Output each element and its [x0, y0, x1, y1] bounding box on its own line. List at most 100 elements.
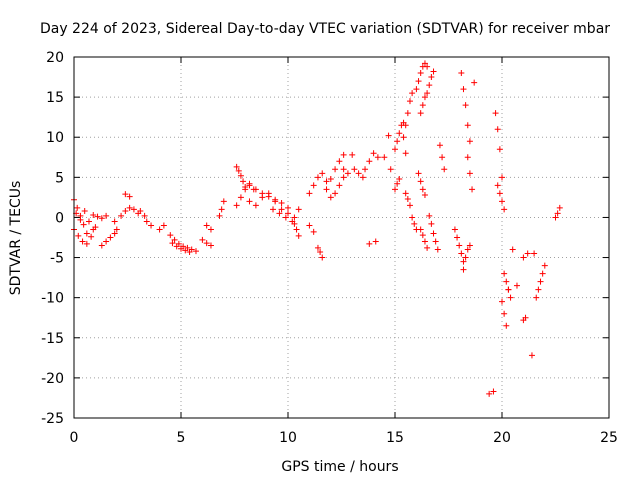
- data-point: [310, 228, 317, 235]
- y-tick-label: 5: [55, 170, 64, 186]
- data-point: [111, 230, 118, 237]
- data-point: [436, 142, 443, 149]
- data-point: [451, 226, 458, 233]
- data-point: [160, 222, 167, 229]
- series-arc-30: [394, 175, 403, 187]
- data-point: [192, 248, 199, 255]
- data-point: [332, 190, 339, 197]
- series-arc-53: [533, 262, 548, 301]
- data-point: [421, 191, 428, 198]
- data-point: [428, 220, 435, 227]
- data-point: [113, 226, 120, 233]
- data-point: [141, 212, 148, 219]
- data-point: [306, 190, 313, 197]
- series-arc-41: [458, 70, 473, 145]
- data-point: [496, 146, 503, 153]
- data-point: [505, 286, 512, 293]
- series-arc-19: [314, 244, 326, 261]
- series-arc-32: [402, 190, 413, 209]
- data-point: [494, 182, 501, 189]
- data-point: [81, 208, 88, 215]
- data-point: [417, 110, 424, 117]
- data-point: [458, 250, 465, 257]
- data-point: [74, 204, 81, 211]
- data-point: [381, 154, 388, 161]
- data-point: [295, 206, 302, 213]
- data-point: [118, 212, 125, 219]
- data-point: [182, 247, 189, 254]
- data-point: [486, 390, 493, 397]
- data-point: [126, 204, 133, 211]
- data-point: [460, 86, 467, 93]
- data-point: [270, 206, 277, 213]
- x-tick-label: 0: [70, 430, 79, 446]
- data-point: [278, 200, 285, 207]
- x-tick-label: 5: [177, 430, 186, 446]
- data-point: [513, 282, 520, 289]
- data-point: [323, 178, 330, 185]
- data-point: [276, 210, 283, 217]
- series-arc-01: [90, 212, 110, 222]
- data-point: [233, 163, 240, 170]
- data-point: [374, 154, 381, 161]
- data-point: [242, 186, 249, 193]
- data-point: [103, 238, 110, 245]
- data-point: [537, 278, 544, 285]
- data-point: [501, 206, 508, 213]
- data-point: [372, 238, 379, 245]
- plot-frame: [73, 56, 610, 419]
- data-point: [98, 242, 105, 249]
- series-arc-39: [436, 142, 448, 173]
- series-arc-11: [216, 198, 227, 219]
- series-arc-20: [306, 170, 330, 197]
- data-point: [291, 214, 298, 221]
- data-point: [272, 198, 279, 205]
- data-point: [83, 230, 90, 237]
- data-point: [466, 242, 473, 249]
- data-point: [466, 138, 473, 145]
- data-point: [90, 226, 97, 233]
- y-tick-label: -20: [41, 371, 64, 387]
- data-point: [556, 204, 563, 211]
- data-point: [295, 232, 302, 239]
- data-point: [492, 110, 499, 117]
- chart-title: Day 224 of 2023, Sidereal Day-to-day VTE…: [40, 21, 610, 37]
- data-point: [454, 234, 461, 241]
- data-point: [259, 194, 266, 201]
- series-arc-40: [451, 226, 467, 265]
- data-point: [314, 174, 321, 181]
- y-tick-label: -5: [50, 251, 64, 267]
- data-point: [417, 70, 424, 77]
- data-point: [404, 110, 411, 117]
- data-point: [85, 218, 92, 225]
- series-arc-24: [351, 166, 366, 181]
- data-point: [246, 198, 253, 205]
- data-point: [216, 212, 223, 219]
- data-point: [351, 166, 358, 173]
- series-arc-18: [306, 222, 317, 235]
- data-point: [419, 102, 426, 109]
- data-point: [503, 322, 510, 329]
- series-arc-34: [413, 60, 431, 93]
- data-point: [464, 154, 471, 161]
- series-arc-28: [387, 166, 398, 193]
- data-point: [460, 258, 467, 265]
- data-point: [385, 132, 392, 139]
- series-arc-08: [169, 240, 193, 255]
- data-point: [323, 186, 330, 193]
- data-point: [126, 193, 133, 200]
- data-point: [417, 178, 424, 185]
- y-tick-label: -25: [41, 411, 64, 427]
- series-arc-43: [464, 79, 478, 193]
- data-point: [499, 198, 505, 205]
- data-point: [203, 222, 210, 229]
- series-arc-46: [494, 182, 508, 213]
- data-point: [520, 254, 527, 261]
- data-point: [464, 246, 471, 253]
- data-point: [156, 226, 163, 233]
- data-point: [237, 172, 244, 179]
- data-point: [94, 213, 101, 220]
- data-point: [421, 94, 428, 101]
- data-point: [327, 175, 334, 182]
- data-point: [462, 102, 469, 109]
